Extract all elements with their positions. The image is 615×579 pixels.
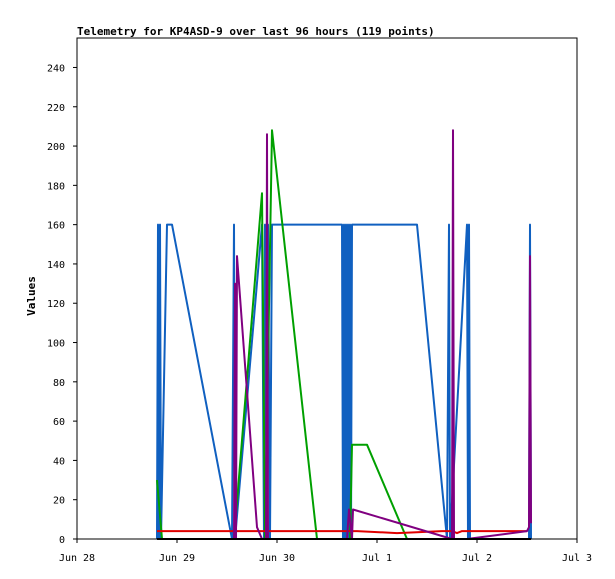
x-tick-label: Jul 1 xyxy=(362,553,392,564)
y-tick-label: 220 xyxy=(47,103,65,114)
y-tick-label: 180 xyxy=(47,181,65,192)
x-tick-label: Jun 28 xyxy=(59,553,95,564)
x-tick-label: Jul 2 xyxy=(462,553,492,564)
y-tick-label: 120 xyxy=(47,299,65,310)
plot-frame xyxy=(76,37,578,540)
series-line-2 xyxy=(156,129,427,540)
series-line-4 xyxy=(233,129,532,540)
y-tick-label: 60 xyxy=(53,417,65,428)
y-tick-label: 20 xyxy=(53,496,65,507)
series-layer xyxy=(156,129,532,540)
y-tick-label: 240 xyxy=(47,63,65,74)
x-tick-label: Jun 29 xyxy=(159,553,195,564)
y-tick-label: 80 xyxy=(53,378,65,389)
y-tick-label: 0 xyxy=(59,535,65,546)
y-axis: 0 20 40 60 80 100 120 140 160 180 200 220 240 xyxy=(47,63,77,546)
series-line-3 xyxy=(157,530,527,535)
y-tick-label: 40 xyxy=(53,456,65,467)
x-tick-label: Jun 30 xyxy=(259,553,295,564)
y-tick-label: 100 xyxy=(47,339,65,350)
y-axis-label: Values xyxy=(25,276,38,316)
chart-title: Telemetry for KP4ASD-9 over last 96 hour… xyxy=(77,25,435,38)
y-tick-label: 200 xyxy=(47,142,65,153)
y-tick-label: 140 xyxy=(47,260,65,271)
series-line-1 xyxy=(156,223,532,540)
y-tick-label: 160 xyxy=(47,221,65,232)
x-tick-label: Jul 3 xyxy=(562,553,592,564)
x-axis: Jun 28 Jun 29 Jun 30 Jul 1 Jul 2 Jul 3 xyxy=(59,539,592,564)
